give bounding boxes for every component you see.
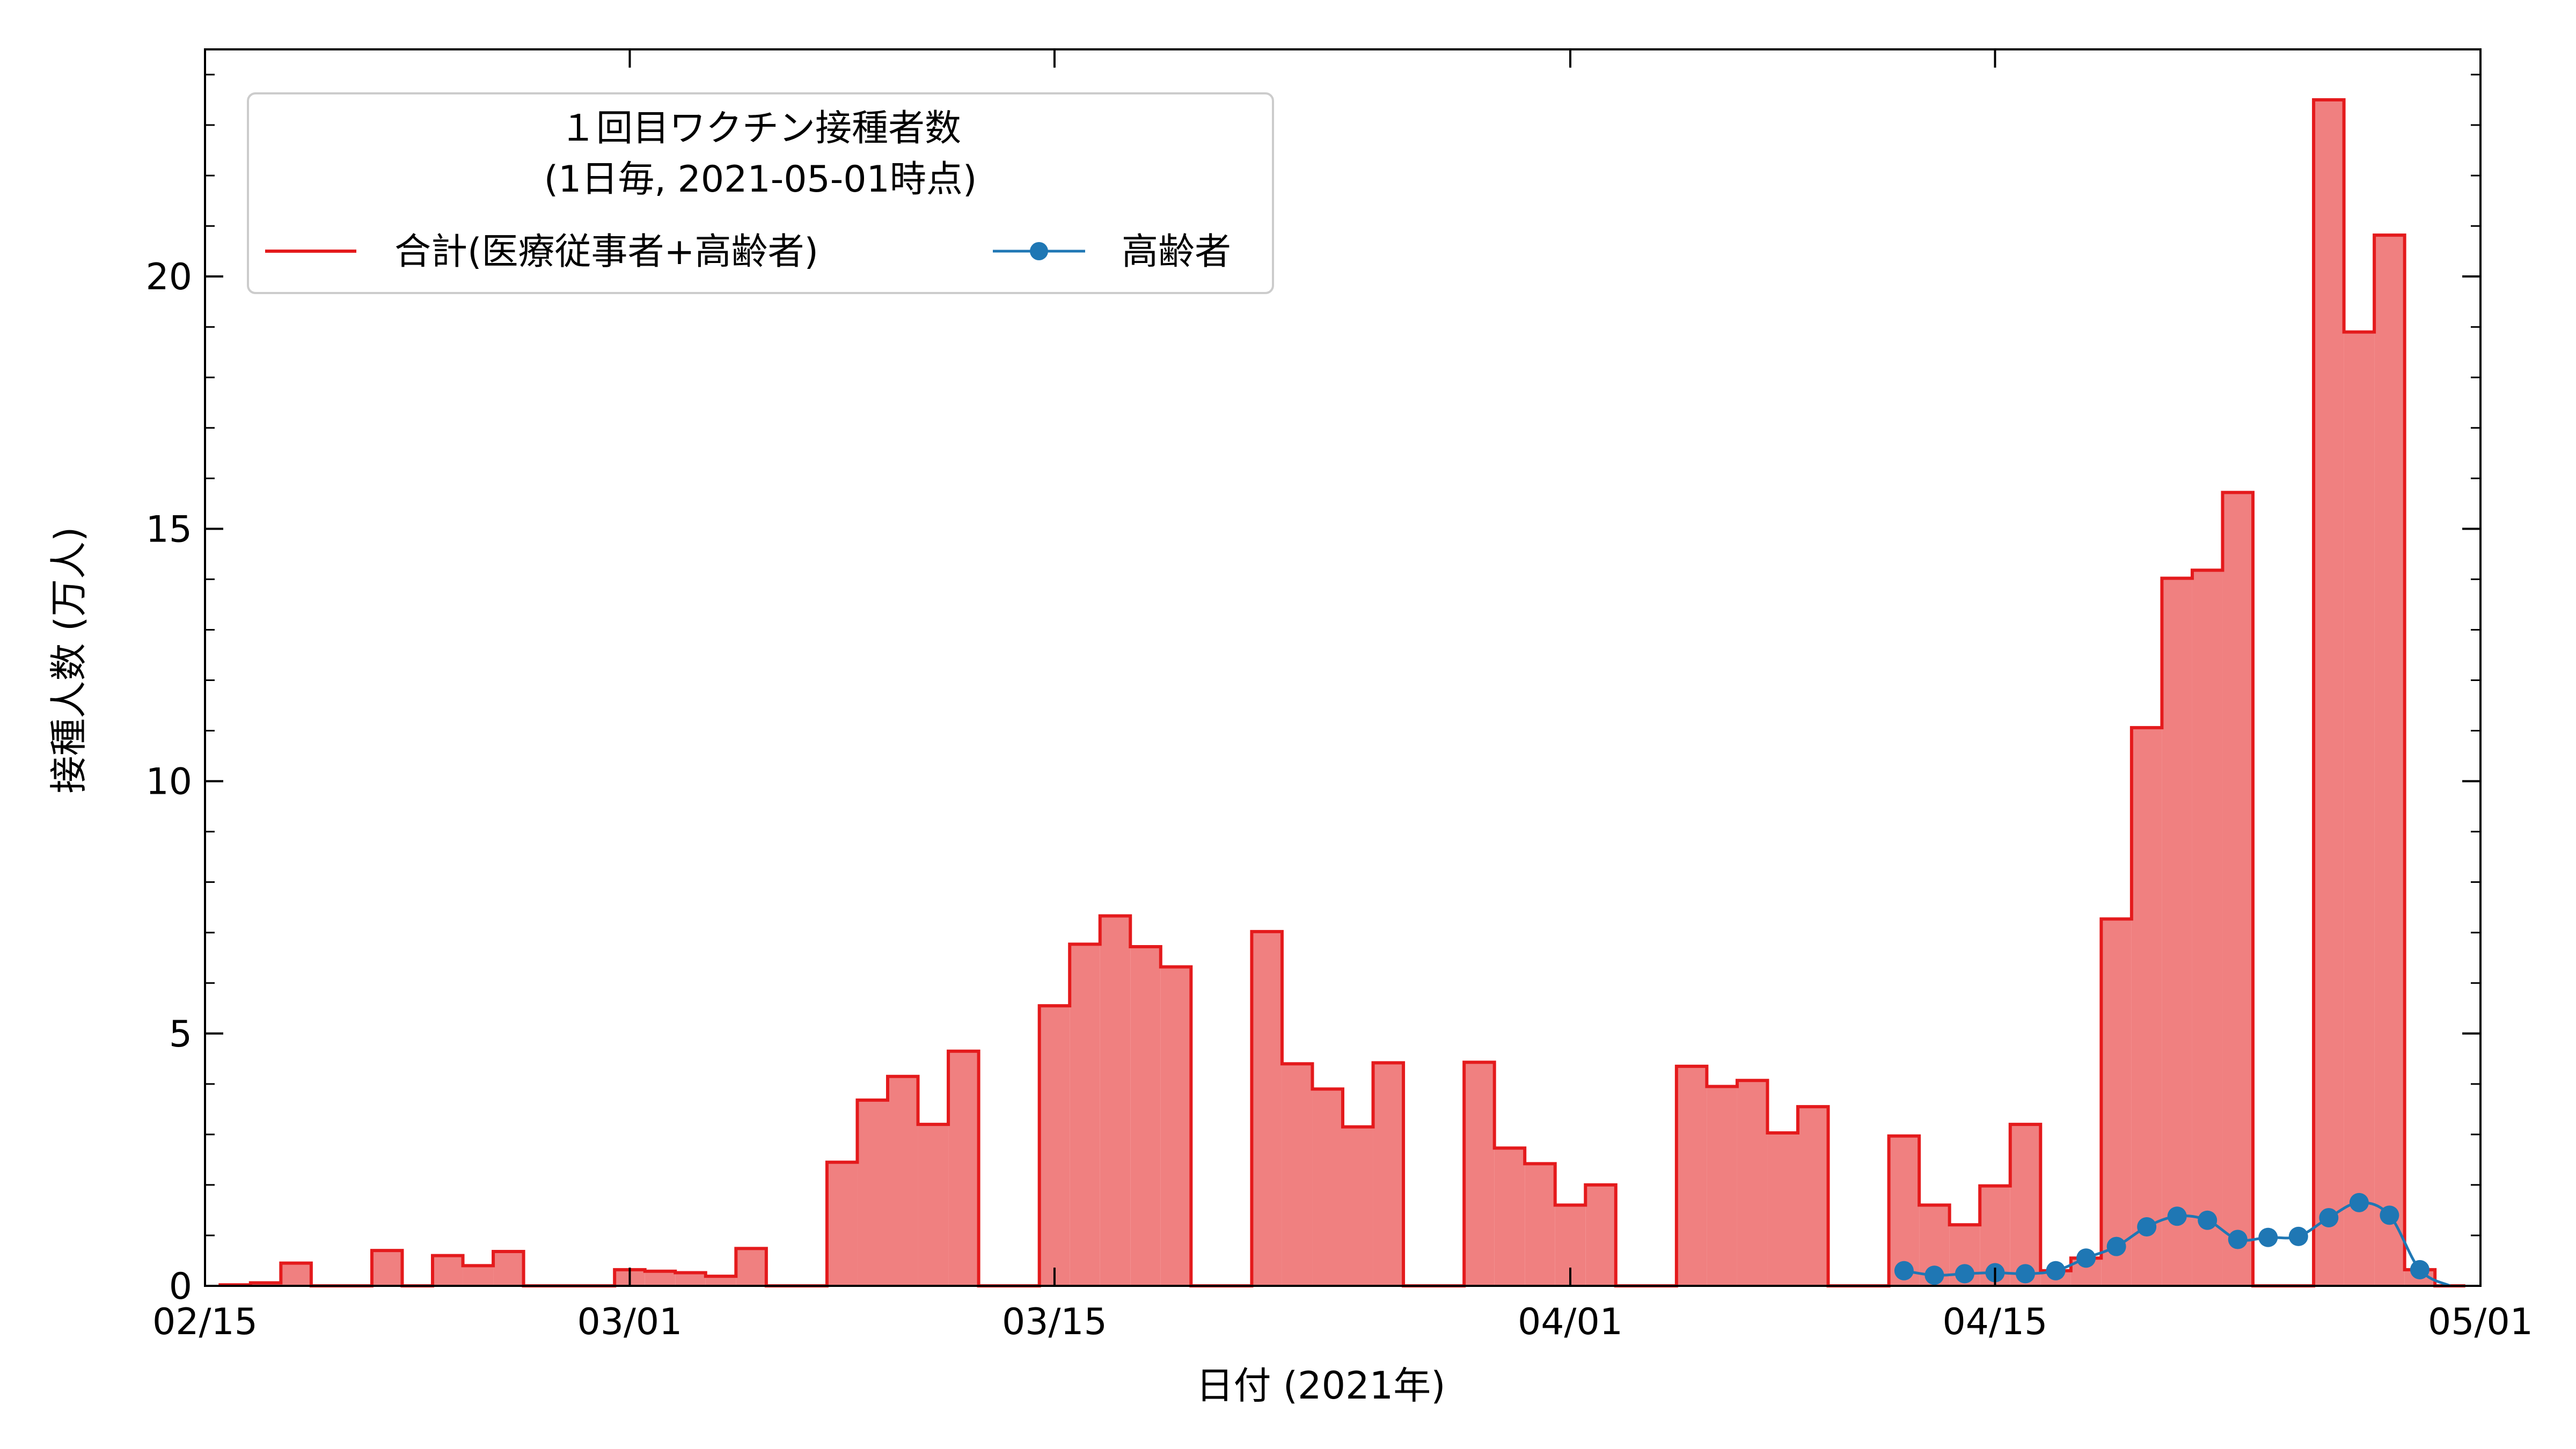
elderly-point	[2349, 1192, 2369, 1212]
y-tick-label: 20	[145, 256, 192, 298]
total-bar	[1252, 931, 1282, 1286]
total-bar	[1525, 1163, 1555, 1286]
elderly-point	[2228, 1230, 2248, 1249]
total-bar	[1676, 1066, 1707, 1286]
total-bar	[1737, 1080, 1768, 1286]
y-tick-label: 10	[145, 761, 192, 803]
total-bar	[645, 1271, 676, 1286]
elderly-point	[1894, 1261, 1914, 1280]
elderly-point	[2137, 1217, 2157, 1236]
total-bar	[1889, 1136, 1920, 1286]
total-bar	[371, 1250, 402, 1286]
elderly-point	[2167, 1206, 2187, 1226]
y-tick-label: 0	[169, 1265, 192, 1308]
legend-elderly-label: 高齢者	[1122, 231, 1231, 273]
total-bar	[493, 1252, 524, 1286]
elderly-point	[2258, 1227, 2278, 1247]
total-bar	[1585, 1184, 1616, 1286]
total-bar	[1100, 916, 1131, 1286]
x-tick-label: 02/15	[152, 1301, 258, 1343]
y-tick-label: 5	[169, 1013, 192, 1056]
elderly-point	[1955, 1264, 1974, 1284]
elderly-point	[2198, 1210, 2218, 1230]
elderly-point	[2288, 1226, 2308, 1246]
total-bar	[1070, 944, 1100, 1286]
total-bar	[1343, 1126, 1373, 1286]
total-bar	[2344, 332, 2375, 1286]
x-tick-label: 04/01	[1518, 1301, 1623, 1343]
total-bar	[2101, 919, 2132, 1286]
y-axis-label: 接種人数 (万人)	[47, 527, 91, 794]
total-bar	[826, 1162, 858, 1286]
x-axis-label: 日付 (2021年)	[1196, 1364, 1445, 1408]
total-bar	[1039, 1006, 1070, 1286]
legend-total-label: 合計(医療従事者+高齢者)	[394, 231, 818, 273]
elderly-point	[2410, 1260, 2429, 1279]
legend: １回目ワクチン接種者数 (1日毎, 2021-05-01時点) 合計(医療従事者…	[247, 92, 1274, 294]
x-tick-label: 04/15	[1942, 1301, 2047, 1343]
x-tick-label: 03/15	[1002, 1301, 1107, 1343]
total-bar	[2374, 235, 2405, 1286]
total-bar	[2222, 492, 2253, 1286]
total-bar	[281, 1263, 311, 1286]
total-bar	[857, 1100, 888, 1286]
x-tick-label: 03/01	[577, 1301, 682, 1343]
total-bar	[463, 1265, 494, 1286]
axes: 0 5 10 15 20 02/15 03/01 03/15 04/01 04/15 05/01	[145, 48, 2533, 1343]
elderly-point	[1924, 1265, 1944, 1285]
total-bar	[2131, 727, 2162, 1286]
elderly-point	[2106, 1236, 2126, 1256]
total-bar	[2314, 100, 2344, 1286]
plot-area	[218, 98, 2465, 1287]
total-bar	[2192, 570, 2223, 1286]
elderly-point	[2319, 1208, 2339, 1228]
total-bar	[2162, 578, 2192, 1286]
elderly-point	[2380, 1205, 2399, 1225]
plot-frame	[204, 48, 2482, 1287]
total-bar	[1282, 1064, 1313, 1286]
total-bar	[736, 1248, 766, 1286]
total-bar	[433, 1255, 463, 1286]
total-bar	[675, 1272, 706, 1286]
total-bar	[918, 1124, 949, 1286]
total-bar	[948, 1051, 979, 1286]
legend-title-line2: (1日毎, 2021-05-01時点)	[544, 158, 977, 201]
total-bar	[1798, 1107, 1828, 1286]
total-bar	[1494, 1148, 1525, 1286]
legend-elderly-marker	[1030, 242, 1048, 260]
total-bar	[1130, 947, 1161, 1286]
total-bar	[2010, 1124, 2041, 1286]
total-bar	[1160, 967, 1191, 1286]
y-tick-label: 15	[145, 508, 192, 551]
total-bar	[1707, 1086, 1737, 1286]
total-bar	[705, 1276, 736, 1286]
total-bar	[888, 1076, 918, 1286]
legend-title-line1: １回目ワクチン接種者数	[560, 107, 961, 150]
x-tick-label: 05/01	[2428, 1301, 2533, 1343]
total-bar	[1767, 1133, 1798, 1286]
total-bar	[1373, 1063, 1404, 1286]
total-bar	[1464, 1062, 1495, 1286]
elderly-point	[2046, 1261, 2066, 1280]
legend-box	[247, 92, 1274, 294]
total-bar	[1312, 1089, 1343, 1286]
elderly-point	[2016, 1264, 2035, 1284]
elderly-point	[2076, 1248, 2096, 1268]
